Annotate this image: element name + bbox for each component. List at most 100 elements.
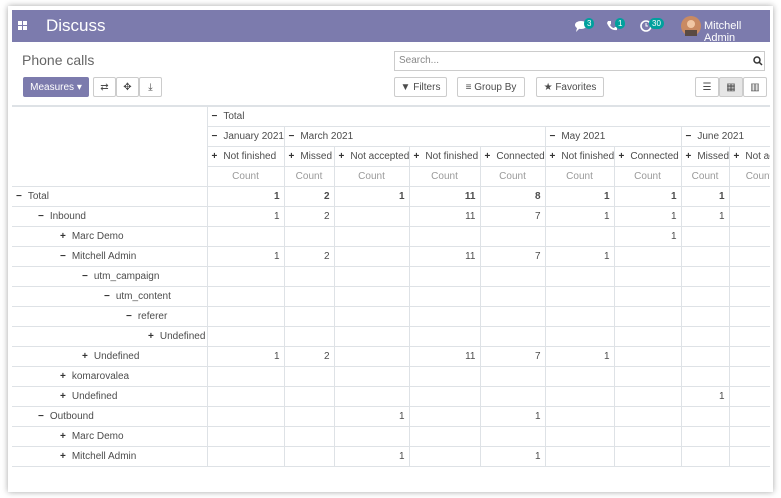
avatar[interactable] [681, 16, 701, 36]
col-header[interactable]: + Connected [479, 146, 546, 167]
value-cell[interactable]: 1 [680, 386, 730, 407]
row-header[interactable]: − utm_campaign [12, 266, 208, 287]
value-cell[interactable]: 1 [333, 406, 410, 427]
col-header[interactable]: + Missed [283, 146, 335, 167]
favorites-button[interactable]: ★ Favorites [536, 77, 604, 97]
flip-axis-button[interactable]: ⇄ [93, 77, 116, 97]
col-header[interactable]: + Not accepted [728, 146, 770, 167]
value-cell[interactable]: 1 [206, 206, 285, 227]
value-cell [728, 186, 770, 207]
value-cell[interactable]: 1 [613, 206, 682, 227]
value-cell[interactable]: 11 [408, 246, 481, 267]
pivot-container: − Total − January 2021− March 2021− May 2021−… [12, 105, 770, 492]
pivot-view-button[interactable]: ▦ [719, 77, 743, 97]
value-cell[interactable]: 2 [283, 346, 335, 367]
row-header[interactable]: + komarovalea [12, 366, 208, 387]
col-header[interactable]: − June 2021 [680, 126, 770, 147]
value-cell [333, 346, 410, 367]
value-cell[interactable]: 7 [479, 246, 546, 267]
value-cell [206, 226, 285, 247]
toggle-icon: + [60, 231, 66, 242]
col-header[interactable]: + Not finished [544, 146, 615, 167]
user-name[interactable]: Mitchell Admin [704, 20, 742, 44]
filters-button[interactable]: ▼ Filters [394, 77, 447, 97]
header-label: May 2021 [561, 131, 606, 142]
col-header[interactable]: − March 2021 [283, 126, 546, 147]
value-cell[interactable]: 7 [479, 346, 546, 367]
value-cell[interactable]: 1 [206, 246, 285, 267]
value-cell[interactable]: 11 [408, 206, 481, 227]
value-cell[interactable]: 1 [206, 346, 285, 367]
value-cell[interactable]: 1 [333, 446, 410, 467]
row-header[interactable]: − Inbound [12, 206, 208, 227]
value-cell[interactable]: 11 [408, 186, 481, 207]
value-cell[interactable]: 2 [283, 186, 335, 207]
col-header[interactable]: + Missed [680, 146, 730, 167]
header-label: Not finished [425, 151, 479, 162]
value-cell[interactable]: 1 [206, 186, 285, 207]
measures-button[interactable]: Measures ▾ [23, 77, 89, 97]
value-cell[interactable]: 1 [613, 226, 682, 247]
value-cell[interactable]: 2 [283, 206, 335, 227]
list-view-button[interactable]: ☰ [695, 77, 719, 97]
search-input[interactable]: Search... [394, 51, 765, 71]
row-header[interactable]: + Marc Demo [12, 426, 208, 447]
phone-icon[interactable] [606, 20, 618, 32]
toggle-icon: − [38, 411, 44, 422]
value-cell [283, 386, 335, 407]
value-cell[interactable]: 7 [479, 206, 546, 227]
value-cell [613, 426, 682, 447]
value-cell[interactable]: 1 [680, 206, 730, 227]
value-cell[interactable]: 1 [680, 186, 730, 207]
row-header[interactable]: + Undefined [12, 386, 208, 407]
col-header[interactable]: + Not accepted [333, 146, 410, 167]
col-header[interactable]: + Not finished [206, 146, 285, 167]
col-header[interactable]: − May 2021 [544, 126, 682, 147]
row-header[interactable]: + Mitchell Admin [12, 446, 208, 467]
col-header[interactable]: + Connected [613, 146, 682, 167]
row-header[interactable]: − referer [12, 306, 208, 327]
value-cell[interactable]: 1 [544, 246, 615, 267]
header-label: January 2021 [223, 131, 284, 142]
col-header[interactable]: − January 2021 [206, 126, 285, 147]
group-by-button[interactable]: ≡ Group By [457, 77, 525, 97]
col-header[interactable]: − Total [206, 106, 770, 127]
button-label: Favorites [555, 82, 597, 93]
search-icon[interactable] [753, 56, 763, 66]
toggle-icon: + [288, 151, 295, 162]
graph-view-button[interactable]: ▥ [743, 77, 767, 97]
row-header[interactable]: + Marc Demo [12, 226, 208, 247]
value-cell[interactable]: 1 [479, 406, 546, 427]
row-header[interactable]: − Outbound [12, 406, 208, 427]
row-header[interactable]: − Total [12, 186, 208, 207]
expand-all-button[interactable]: ✥ [116, 77, 139, 97]
pivot-row: − Outbound 1 1 [12, 406, 770, 427]
value-cell [283, 426, 335, 447]
row-header[interactable]: − Mitchell Admin [12, 246, 208, 267]
row-header[interactable]: − utm_content [12, 286, 208, 307]
row-header[interactable]: + Undefined [12, 326, 208, 347]
value-cell [408, 446, 481, 467]
value-cell[interactable]: 1 [333, 186, 410, 207]
value-cell [283, 366, 335, 387]
row-header[interactable]: + Undefined [12, 346, 208, 367]
value-cell[interactable]: 1 [613, 186, 682, 207]
breadcrumb: Phone calls [22, 52, 95, 68]
value-cell[interactable]: 8 [479, 186, 546, 207]
download-button[interactable]: ⤓ [139, 77, 162, 97]
col-header[interactable]: + Not finished [408, 146, 481, 167]
pivot-row: + Mitchell Admin 1 1 [12, 446, 770, 467]
apps-icon[interactable] [18, 21, 28, 31]
value-cell[interactable]: 1 [479, 446, 546, 467]
measure-header: Count [408, 166, 481, 187]
value-cell[interactable]: 1 [544, 206, 615, 227]
value-cell [728, 306, 770, 327]
value-cell[interactable]: 11 [408, 346, 481, 367]
value-cell [613, 406, 682, 427]
value-cell [680, 446, 730, 467]
value-cell[interactable]: 1 [544, 346, 615, 367]
app-name[interactable]: Discuss [46, 16, 106, 35]
row-label: Marc Demo [71, 231, 124, 242]
value-cell[interactable]: 1 [544, 186, 615, 207]
value-cell[interactable]: 2 [283, 246, 335, 267]
